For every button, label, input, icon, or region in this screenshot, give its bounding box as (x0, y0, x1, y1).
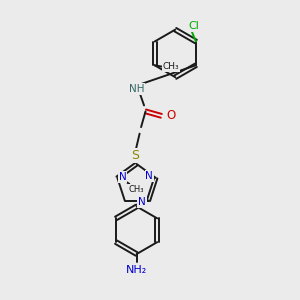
Text: S: S (131, 149, 139, 162)
Text: N: N (146, 171, 153, 181)
Text: O: O (166, 109, 176, 122)
Text: Cl: Cl (188, 21, 199, 31)
Text: CH₃: CH₃ (129, 185, 145, 194)
Text: NH: NH (129, 84, 144, 94)
Text: N: N (119, 172, 127, 182)
Text: CH₃: CH₃ (163, 62, 179, 71)
Text: NH₂: NH₂ (126, 265, 147, 275)
Text: N: N (138, 197, 146, 207)
